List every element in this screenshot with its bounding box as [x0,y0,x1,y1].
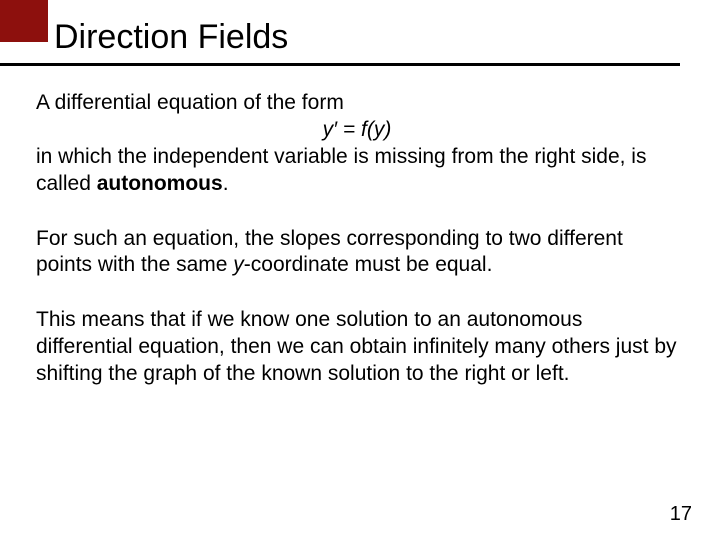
eq-prime-eq: ′ = [333,118,361,141]
eq-y: y [323,118,334,141]
paragraph-1: A differential equation of the form y′ =… [36,90,678,198]
slide-header: Direction Fields [0,0,720,72]
slide-body: A differential equation of the form y′ =… [36,90,678,416]
equation-line: y′ = f(y) [36,117,678,144]
eq-paren-close: ) [384,118,391,141]
p3-text: This means that if we know one solution … [36,308,677,385]
p2-y: y [233,253,244,276]
paragraph-2: For such an equation, the slopes corresp… [36,226,678,280]
p1-bold: autonomous [97,172,223,195]
p1-period: . [223,172,229,195]
page-number: 17 [670,503,692,526]
accent-block [0,0,48,42]
slide-title: Direction Fields [54,18,288,57]
p1-intro-text: A differential equation of the form [36,91,344,114]
p2-b: -coordinate must be equal. [244,253,493,276]
paragraph-3: This means that if we know one solution … [36,307,678,388]
eq-paren-open: ( [367,118,374,141]
title-underline [0,63,680,66]
eq-inner-y: y [374,118,385,141]
